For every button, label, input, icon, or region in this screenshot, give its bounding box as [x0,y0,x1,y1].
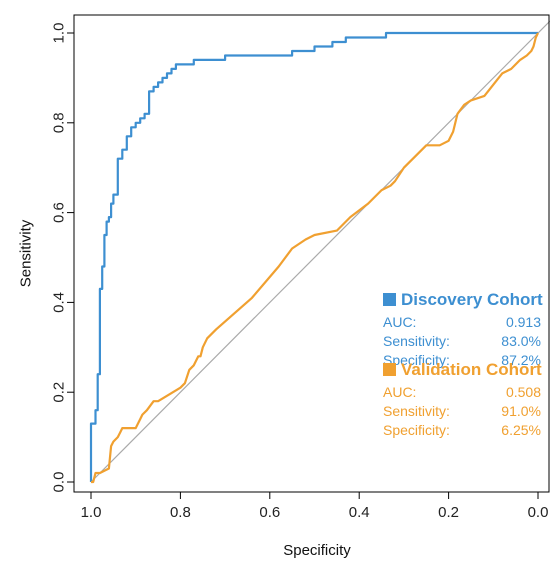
x-tick-label: 0.4 [349,504,370,521]
legend-metric-value: 83.0% [501,333,541,349]
legend-metric-label: AUC: [383,384,416,400]
legend-metric-value: 6.25% [501,422,541,438]
x-tick-label: 0.8 [170,504,191,521]
x-tick-label: 0.2 [438,504,459,521]
legend-swatch-discovery [383,293,396,306]
y-axis-title: Sensitivity [18,219,35,287]
y-tick-label: 0.4 [51,292,68,313]
x-tick-label: 1.0 [81,504,102,521]
reference-diagonal-line [90,20,550,483]
series-line-validation [91,32,539,484]
x-tick-label: 0.6 [259,504,280,521]
y-tick-label: 0.0 [51,472,68,493]
series-line-discovery [89,31,538,482]
x-tick-label: 0.0 [528,504,549,521]
plot-frame [73,14,550,493]
legend-metric-label: AUC: [383,314,416,330]
legend-swatch-validation [383,363,396,376]
y-tick-label: 0.2 [51,382,68,403]
legend-metric-label: Sensitivity: [383,403,450,419]
y-tick-label: 0.6 [51,202,68,223]
legend-metric-label: Specificity: [383,422,450,438]
x-axis-title: Specificity [283,542,351,559]
plot-area [89,20,550,484]
legend: Discovery Cohort AUC: 0.913 Sensitivity: 83.… [383,290,543,438]
legend-metric-value: 0.508 [506,384,541,400]
legend-title-validation: Validation Cohort [401,360,542,379]
legend-metric-value: 91.0% [501,403,541,419]
legend-metric-label: Sensitivity: [383,333,450,349]
y-tick-label: 0.8 [51,112,68,133]
axes: 1.0 0.8 0.6 0.4 0.2 0.0 0.0 0.2 0.4 0.6 0.8 1.0 [51,23,549,521]
legend-metric-value: 0.913 [506,314,541,330]
legend-metric-value: 87.2% [501,352,541,368]
legend-metric-label: Specificity: [383,352,450,368]
legend-title-discovery: Discovery Cohort [401,290,543,309]
y-tick-label: 1.0 [51,23,68,44]
